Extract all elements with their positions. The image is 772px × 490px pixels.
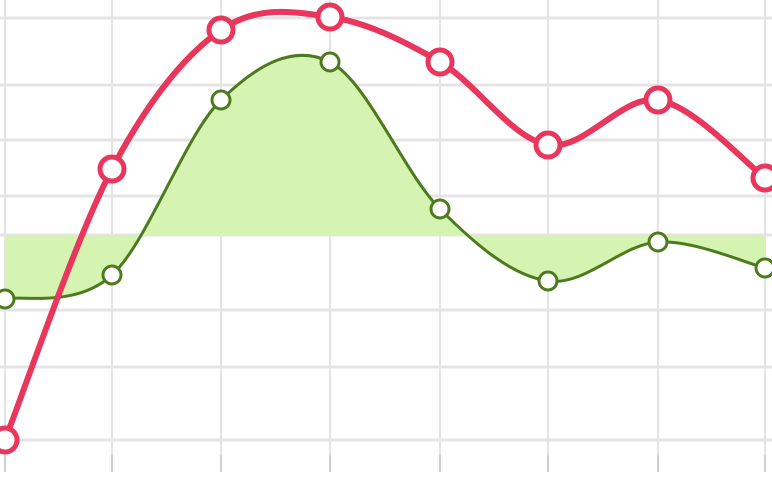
data-point-series-red-3[interactable]: [315, 2, 345, 32]
x-axis-ticks: [4, 455, 766, 472]
data-point-series-red-0[interactable]: [0, 425, 20, 455]
data-point-series-red-7[interactable]: [750, 163, 772, 193]
data-point-series-green-1[interactable]: [101, 264, 123, 286]
data-point-series-red-1[interactable]: [97, 154, 127, 184]
data-point-series-red-6[interactable]: [643, 85, 673, 115]
data-point-series-green-2[interactable]: [210, 89, 232, 111]
data-point-series-green-0[interactable]: [0, 288, 16, 310]
data-point-series-red-5[interactable]: [533, 130, 563, 160]
data-point-series-green-7[interactable]: [754, 257, 772, 279]
line-series-red: [2, 8, 768, 443]
data-point-series-red-2[interactable]: [206, 15, 236, 45]
data-point-series-green-6[interactable]: [647, 231, 669, 253]
data-point-series-green-4[interactable]: [429, 198, 451, 220]
series-layer: [2, 8, 768, 443]
data-point-series-green-5[interactable]: [537, 270, 559, 292]
line-series-green: [3, 53, 767, 301]
data-point-series-green-3[interactable]: [319, 51, 341, 73]
data-point-markers: [0, 2, 772, 455]
area-fill-series-green: [5, 55, 765, 299]
data-point-series-red-4[interactable]: [425, 47, 455, 77]
